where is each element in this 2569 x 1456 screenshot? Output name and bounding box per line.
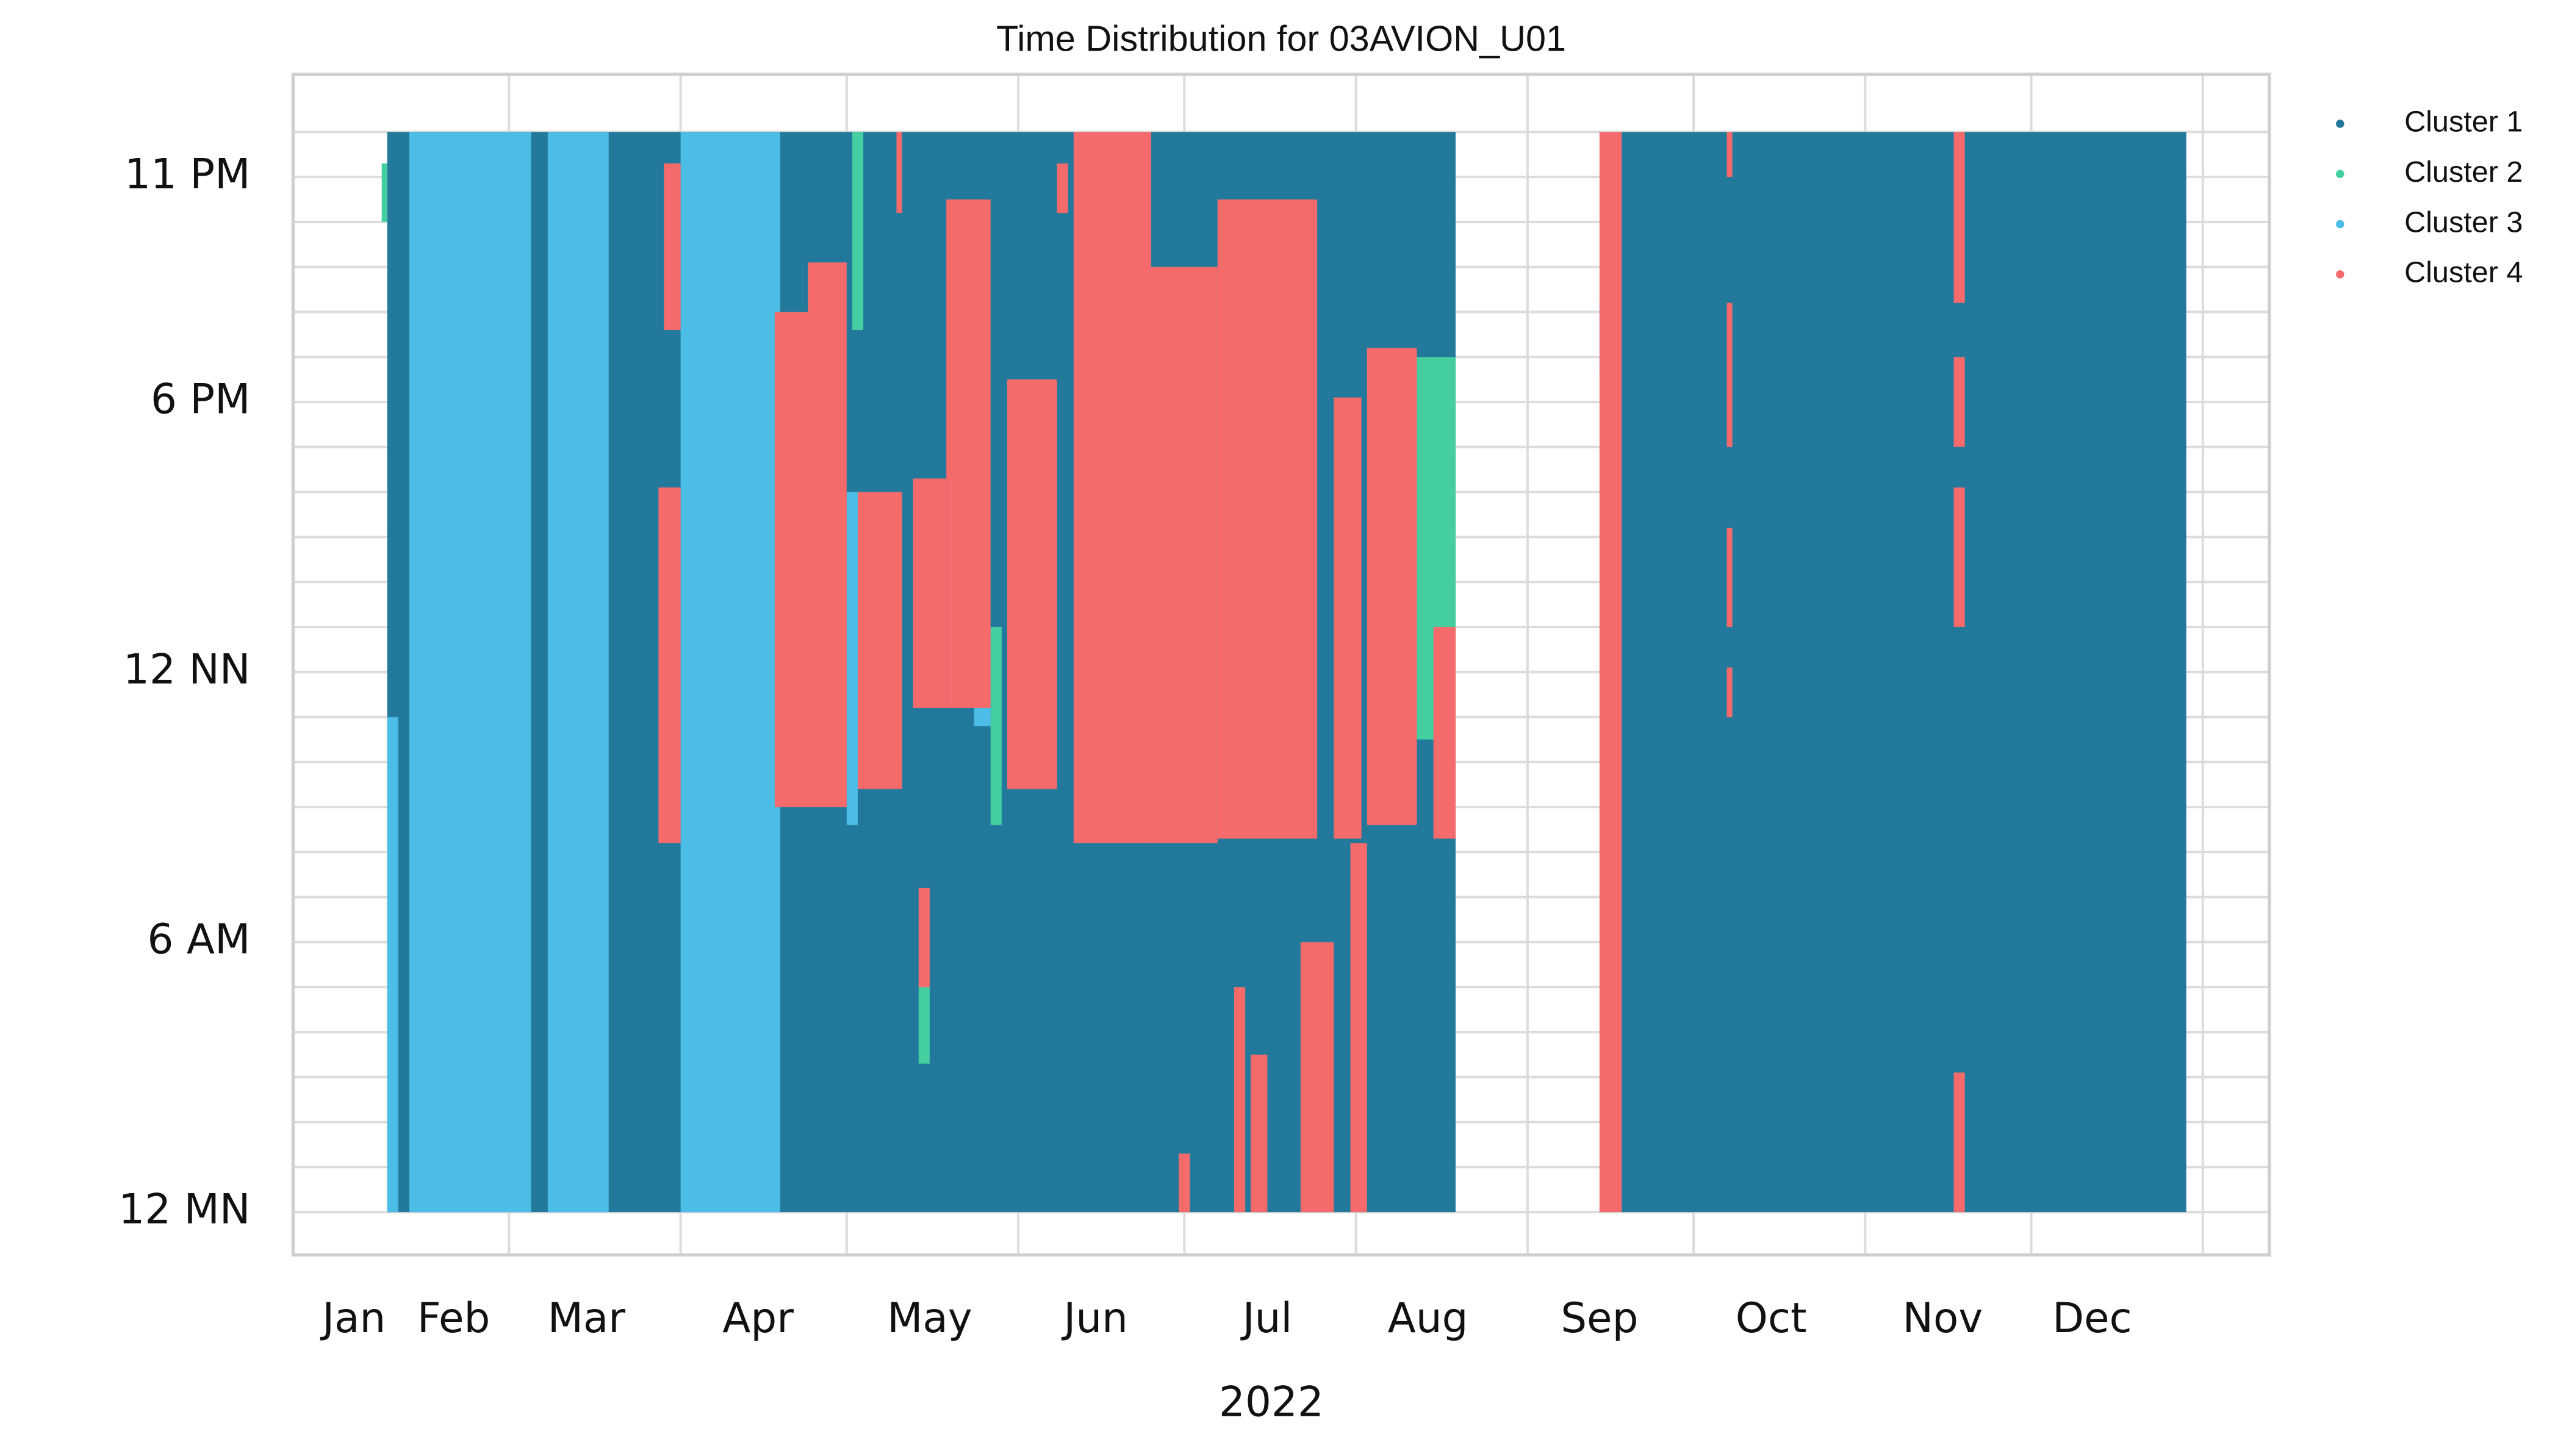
- cluster-segment: [381, 163, 387, 222]
- cluster-segment: [680, 132, 780, 1213]
- cluster-segment: [1726, 132, 1733, 178]
- cluster-segment: [1179, 1153, 1190, 1213]
- cluster-segment: [1599, 132, 1622, 1213]
- cluster-segment: [1726, 667, 1733, 717]
- x-tick-label: Jun: [1061, 1294, 1127, 1342]
- cluster-segment: [1350, 843, 1367, 1213]
- y-tick-label: 12 MN: [118, 1185, 250, 1233]
- cluster-segment: [1953, 487, 1965, 627]
- cluster-segment: [1433, 626, 1456, 839]
- cluster-segment: [1953, 1072, 1965, 1213]
- cluster-segment: [1234, 987, 1246, 1213]
- y-tick-label: 6 AM: [148, 915, 251, 963]
- cluster-segment: [1726, 303, 1733, 447]
- x-tick-label: Nov: [1903, 1294, 1983, 1342]
- x-tick-label: Jul: [1240, 1294, 1292, 1342]
- cluster-segment: [1007, 379, 1057, 789]
- y-tick-label: 11 PM: [124, 150, 250, 198]
- x-tick-label: Dec: [2052, 1294, 2132, 1342]
- legend-label: Cluster 4: [2404, 256, 2523, 289]
- x-tick-label: Feb: [417, 1294, 490, 1342]
- cluster-segment: [1953, 357, 1965, 447]
- cluster-segment: [1057, 163, 1068, 213]
- legend-label: Cluster 3: [2404, 206, 2523, 238]
- x-tick-label: Apr: [722, 1294, 794, 1342]
- cluster-segment: [1151, 267, 1218, 844]
- cluster-segment: [774, 312, 808, 808]
- cluster-segment: [808, 262, 847, 808]
- x-tick-label: Aug: [1388, 1294, 1468, 1342]
- cluster-segment: [918, 888, 930, 988]
- cluster-segment: [1217, 199, 1318, 839]
- y-tick-label: 6 PM: [151, 375, 250, 423]
- cluster-segment: [547, 132, 609, 1213]
- legend-marker: [2336, 220, 2344, 229]
- legend-marker: [2336, 270, 2344, 279]
- x-tick-label: May: [887, 1294, 972, 1342]
- cluster-segment: [913, 478, 947, 708]
- legend-marker: [2336, 170, 2344, 178]
- legend-label: Cluster 2: [2404, 156, 2523, 188]
- chart-title: Time Distribution for 03AVION_U01: [996, 18, 1566, 59]
- cluster-segment: [918, 978, 930, 1064]
- x-axis-label: 2022: [1219, 1377, 1324, 1426]
- x-tick-label: Jan: [320, 1294, 386, 1342]
- cluster-segment: [990, 626, 1002, 825]
- cluster-segment: [409, 132, 531, 1213]
- cluster-segment: [846, 492, 858, 825]
- y-tick-label: 12 NN: [123, 645, 250, 693]
- legend-label: Cluster 1: [2404, 106, 2523, 138]
- cluster-segment: [664, 163, 681, 330]
- legend-marker: [2336, 120, 2344, 128]
- cluster-segment: [857, 492, 902, 789]
- x-tick-label: Sep: [1561, 1294, 1638, 1342]
- labels: 12 MN 6 AM 12 NN 6 PM 11 PM Jan Feb Mar Apr May Ju…: [118, 150, 2132, 1342]
- cluster-segment: [658, 487, 681, 844]
- cluster-segment: [1622, 132, 2186, 1213]
- x-tick-label: Mar: [548, 1294, 626, 1342]
- cluster-segment: [1334, 397, 1362, 839]
- cluster-segment: [1367, 348, 1417, 825]
- marks: [381, 132, 2186, 1213]
- cluster-segment: [852, 132, 864, 330]
- cluster-segment: [1300, 942, 1334, 1213]
- cluster-segment: [1726, 528, 1733, 627]
- cluster-segment: [1251, 1054, 1268, 1213]
- plot-frame: [291, 73, 2271, 1257]
- cluster-segment: [387, 717, 398, 1213]
- legend: Cluster 1 Cluster 2 Cluster 3 Cluster 4: [2336, 106, 2523, 289]
- cluster-segment: [946, 199, 991, 708]
- cluster-segment: [896, 132, 902, 213]
- x-tick-label: Oct: [1736, 1294, 1807, 1342]
- cluster-segment: [1073, 132, 1151, 844]
- cluster-segment: [1953, 132, 1965, 303]
